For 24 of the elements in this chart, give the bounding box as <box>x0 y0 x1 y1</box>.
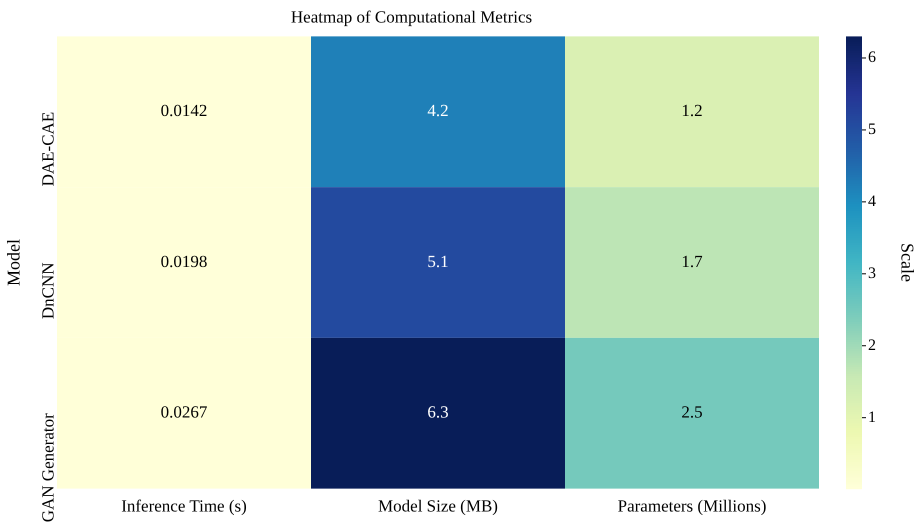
y-tick-label: DnCNN <box>38 262 58 320</box>
data-label: 6.3 <box>427 402 449 422</box>
data-label: 0.0198 <box>160 252 208 271</box>
color-bar-label: 3 <box>868 265 876 282</box>
y-axis-title: Model <box>4 239 24 286</box>
color-bar-label: 5 <box>868 121 876 138</box>
data-label: 0.0142 <box>160 101 208 120</box>
data-label: 5.1 <box>427 252 449 271</box>
data-label: 1.2 <box>681 101 703 120</box>
chart-title: Heatmap of Computational Metrics <box>290 8 532 27</box>
data-label: 0.0267 <box>160 402 208 422</box>
data-label: 4.2 <box>427 101 449 120</box>
y-tick-label: GAN Generator <box>38 412 58 522</box>
color-bar-label: 1 <box>868 408 876 426</box>
data-label: 1.7 <box>681 252 704 271</box>
y-tick-label: DAE-CAE <box>38 112 58 186</box>
x-tick-label: Parameters (Millions) <box>618 496 766 516</box>
color-bar-label: 6 <box>868 49 876 66</box>
color-bar-label: 2 <box>868 336 876 354</box>
data-label: 2.5 <box>681 402 703 422</box>
color-bar-label: 4 <box>868 193 876 210</box>
x-tick-label: Model Size (MB) <box>378 496 498 516</box>
color-bar-title: Scale <box>897 243 918 282</box>
x-tick-label: Inference Time (s) <box>121 496 247 516</box>
